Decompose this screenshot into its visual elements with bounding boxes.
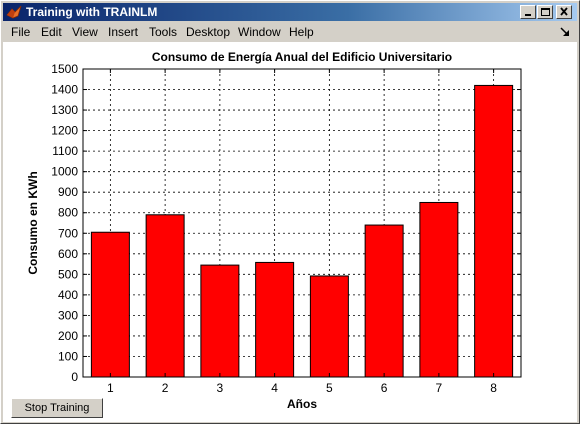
x-tick-label: 1	[107, 381, 114, 395]
y-tick-label: 1300	[51, 103, 78, 117]
x-axis-label: Años	[287, 397, 317, 411]
menu-desktop[interactable]: Desktop	[186, 25, 231, 39]
y-tick-label: 0	[71, 370, 78, 384]
window-title: Training with TRAINLM	[26, 5, 158, 19]
y-tick-label: 1200	[51, 124, 78, 138]
y-tick-label: 1100	[52, 144, 78, 158]
bar-6	[364, 224, 404, 378]
menu-help[interactable]: Help	[289, 25, 314, 39]
x-tick-label: 6	[381, 381, 388, 395]
bar-1	[90, 231, 130, 378]
y-tick-labels: 0 100 200 300 400 500 600 700 800 900 1000 1100 1200…	[51, 62, 78, 384]
menu-insert[interactable]: Insert	[108, 25, 139, 39]
x-tick-labels: 1 2 3 4 5 6 7 8	[107, 381, 497, 395]
y-tick-label: 1500	[51, 62, 78, 76]
matlab-icon	[6, 5, 22, 19]
y-tick-label: 100	[58, 349, 78, 363]
menu-file[interactable]: File	[11, 25, 31, 39]
menu-view[interactable]: View	[72, 25, 98, 39]
y-tick-label: 900	[58, 185, 78, 199]
axes-frame	[82, 68, 522, 378]
bar-5	[309, 275, 349, 378]
y-tick-label: 700	[58, 226, 78, 240]
x-tick-label: 2	[162, 381, 169, 395]
y-tick-label: 300	[58, 308, 78, 322]
maximize-icon	[541, 8, 550, 16]
y-tick-label: 400	[58, 288, 78, 302]
minimize-icon	[525, 14, 531, 16]
bars	[90, 84, 514, 378]
bar-chart: 0 100 200 300 400 500 600 700 800 900 1000 1100 1200…	[26, 50, 522, 411]
x-tick-label: 8	[490, 381, 497, 395]
minimize-button[interactable]	[520, 5, 536, 19]
dock-arrow-icon[interactable]	[559, 26, 571, 38]
ticks	[83, 68, 521, 378]
y-tick-label: 200	[58, 329, 78, 343]
x-tick-label: 4	[271, 381, 278, 395]
y-tick-label: 600	[58, 247, 78, 261]
bar-7	[419, 201, 459, 378]
chart-title: Consumo de Energía Anual del Edificio Un…	[152, 50, 452, 64]
y-tick-label: 1400	[51, 83, 78, 97]
menu-tools[interactable]: Tools	[149, 25, 178, 39]
title-bar[interactable]: Training with TRAINLM	[3, 3, 577, 21]
y-tick-label: 800	[58, 206, 78, 220]
stop-training-button[interactable]: Stop Training	[11, 398, 103, 418]
close-button[interactable]	[556, 5, 572, 19]
bar-3	[200, 264, 240, 378]
figure-canvas: 0 100 200 300 400 500 600 700 800 900 1000 1100 1200…	[3, 42, 577, 422]
y-tick-label: 1000	[51, 165, 78, 179]
menu-window[interactable]: Window	[238, 25, 281, 39]
close-icon	[560, 7, 568, 16]
bar-8	[474, 84, 514, 378]
menu-edit[interactable]: Edit	[41, 25, 62, 39]
y-axis-label: Consumo en KWh	[26, 171, 40, 274]
bar-4	[255, 261, 295, 378]
y-tick-label: 500	[58, 267, 78, 281]
x-tick-label: 3	[217, 381, 224, 395]
bar-2	[145, 214, 185, 378]
x-tick-label: 7	[436, 381, 443, 395]
x-tick-label: 5	[326, 381, 333, 395]
menu-bar: File Edit View Insert Tools Desktop Wind…	[3, 22, 577, 41]
maximize-button[interactable]	[537, 5, 553, 19]
